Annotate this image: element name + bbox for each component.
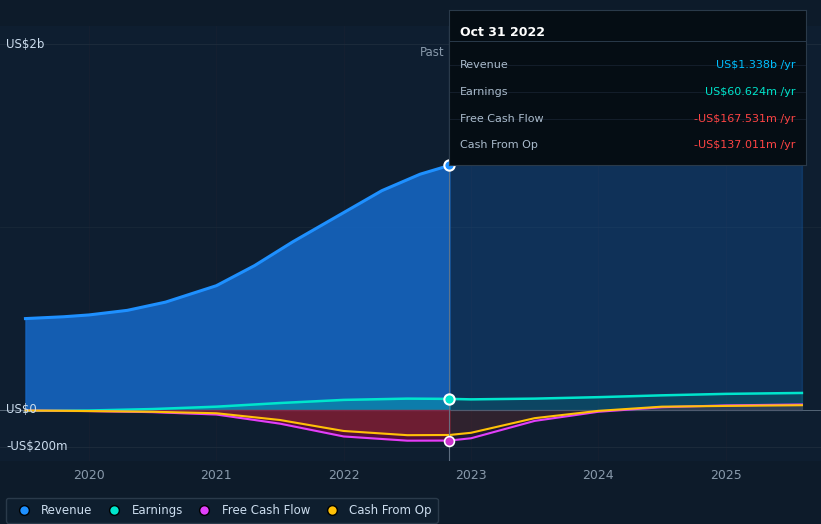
- Text: Free Cash Flow: Free Cash Flow: [460, 114, 544, 124]
- Text: -US$137.011m /yr: -US$137.011m /yr: [694, 140, 796, 150]
- Text: US$0: US$0: [7, 403, 37, 417]
- Text: Cash From Op: Cash From Op: [460, 140, 538, 150]
- Text: Earnings: Earnings: [460, 88, 508, 97]
- Text: Oct 31 2022: Oct 31 2022: [460, 26, 545, 39]
- Point: [443, 161, 456, 170]
- Text: Past: Past: [420, 46, 444, 59]
- Text: US$1.338b /yr: US$1.338b /yr: [716, 60, 796, 70]
- Legend: Revenue, Earnings, Free Cash Flow, Cash From Op: Revenue, Earnings, Free Cash Flow, Cash …: [6, 498, 438, 522]
- Text: US$2b: US$2b: [7, 38, 44, 51]
- Text: Revenue: Revenue: [460, 60, 508, 70]
- Point: [443, 395, 456, 403]
- Text: US$60.624m /yr: US$60.624m /yr: [705, 88, 796, 97]
- Text: Analysts Forecasts: Analysts Forecasts: [454, 46, 564, 59]
- Text: -US$167.531m /yr: -US$167.531m /yr: [694, 114, 796, 124]
- Text: -US$200m: -US$200m: [7, 440, 68, 453]
- Point: [443, 436, 456, 445]
